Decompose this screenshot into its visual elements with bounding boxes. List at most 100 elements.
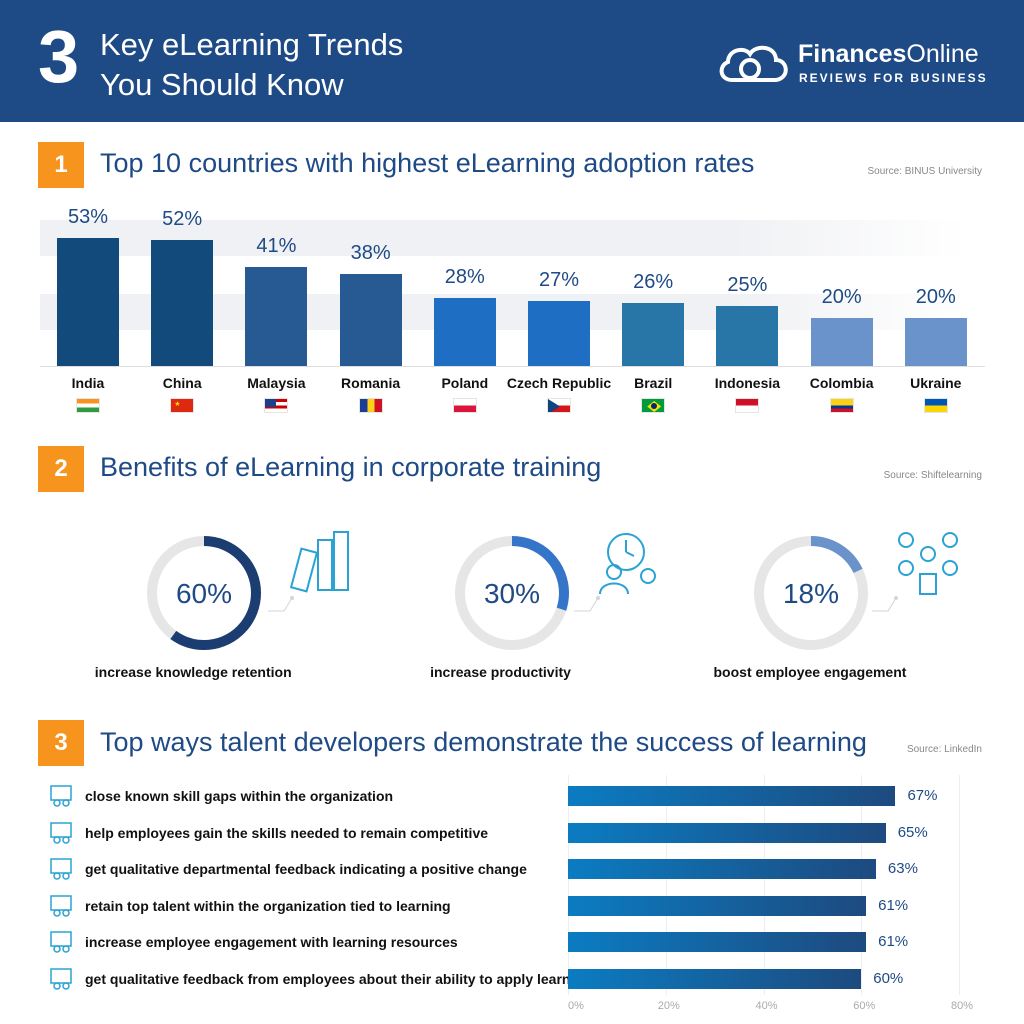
- x-gridline: [665, 775, 667, 995]
- donut-slice: [754, 536, 868, 650]
- success-value-label: 61%: [878, 933, 909, 950]
- brand-tagline: REVIEWS FOR BUSINESS: [799, 71, 988, 85]
- country-bar: [528, 300, 590, 366]
- country-bar: [151, 240, 214, 366]
- x-gridline: [861, 775, 863, 995]
- benefit-label: boost employee engagement: [713, 664, 907, 680]
- colombia-flag-icon: [829, 398, 854, 413]
- success-item-label: close known skill gaps within the organi…: [85, 788, 394, 804]
- donut-svg: 18%: [754, 536, 868, 650]
- section3-source: Source: LinkedIn: [906, 744, 982, 755]
- success-item-label: get qualitative feedback from employees …: [85, 970, 592, 987]
- x-tick-label: 80%: [951, 1000, 974, 1012]
- x-tick-label: 60%: [853, 1000, 876, 1012]
- country-value-label: 52%: [162, 208, 203, 231]
- x-gridline: [568, 775, 569, 995]
- india-flag-icon: [76, 398, 100, 413]
- section3-title: Top ways talent developers demonstrate t…: [100, 727, 867, 757]
- donut-chart: 18%: [749, 531, 873, 660]
- success-bar: [568, 968, 862, 989]
- success-item-label: retain top talent within the organizatio…: [85, 897, 451, 914]
- country-name-label: Poland: [441, 375, 489, 391]
- country-value-label: 38%: [350, 242, 391, 265]
- ukraine-flag-icon: [923, 398, 948, 413]
- success-item-label: get qualitative departmental feedback in…: [85, 861, 527, 877]
- brand-name: FinancesOnline: [798, 40, 979, 69]
- country-value-label: 25%: [727, 273, 768, 296]
- benefit-label: increase productivity: [430, 664, 571, 680]
- chart1-baseline: [40, 366, 985, 367]
- presentation-icon: [48, 929, 74, 955]
- country-bar: [904, 317, 967, 366]
- group-feedback-icon: [48, 966, 74, 992]
- success-value-label: 67%: [907, 787, 938, 804]
- header-banner: 3 Key eLearning Trends You Should Know F…: [0, 0, 1024, 122]
- success-bar: [568, 822, 886, 843]
- country-bar: [433, 298, 496, 366]
- donut-svg: 60%: [147, 536, 261, 650]
- people-board-icon: [48, 783, 74, 809]
- clock-person-icon: [599, 533, 656, 595]
- country-bar: [622, 303, 685, 366]
- success-item-label: help employees gain the skills needed to…: [85, 824, 489, 841]
- section3-number: 3: [38, 720, 84, 766]
- country-name-label: Romania: [341, 375, 401, 391]
- talent-network-icon: [48, 893, 74, 919]
- section2-source: Source: Shiftelearning: [883, 470, 982, 481]
- donut-slice: [455, 536, 569, 650]
- country-value-label: 20%: [821, 285, 862, 308]
- success-bar: [568, 932, 867, 952]
- czech-flag-icon: [547, 398, 571, 413]
- country-value-label: 27%: [538, 268, 580, 291]
- header-number: 3: [38, 15, 80, 98]
- donut-value-label: 30%: [484, 578, 540, 609]
- donut-chart: 60%: [142, 531, 266, 660]
- poland-flag-icon: [452, 398, 477, 413]
- country-value-label: 28%: [444, 266, 485, 289]
- country-value-label: 26%: [633, 271, 674, 294]
- country-name-label: Malaysia: [247, 375, 306, 391]
- page-title: Key eLearning Trends You Should Know: [100, 25, 403, 105]
- section2-title: Benefits of eLearning in corporate train…: [100, 452, 602, 482]
- success-value-label: 63%: [887, 860, 918, 877]
- x-tick-label: 20%: [657, 1000, 680, 1012]
- connector-line: [268, 596, 294, 612]
- books-icon: [290, 531, 349, 593]
- donut-slice: [147, 536, 261, 650]
- success-value-label: 61%: [878, 896, 909, 914]
- team-growth-icon: [48, 820, 74, 846]
- page-title-line2: You Should Know: [100, 67, 344, 102]
- country-name-label: Colombia: [809, 375, 874, 391]
- donut-svg: 30%: [455, 536, 569, 650]
- success-value-label: 65%: [897, 823, 928, 841]
- malaysia-flag-icon: [264, 398, 289, 413]
- connector-line: [872, 596, 898, 612]
- x-tick-label: 0%: [568, 1000, 584, 1012]
- success-value-label: 60%: [873, 969, 904, 987]
- brand-name-bold: Finances: [798, 40, 907, 68]
- country-bar: [245, 266, 308, 366]
- donut-value-label: 18%: [783, 578, 839, 609]
- country-value-label: 53%: [67, 206, 109, 228]
- country-name-label: Brazil: [634, 375, 673, 391]
- country-bar: [57, 238, 119, 366]
- feedback-screen-icon: [48, 856, 74, 882]
- x-gridline: [959, 775, 960, 995]
- country-value-label: 20%: [915, 285, 956, 308]
- brazil-flag-icon: [641, 398, 666, 413]
- brand-name-rest: Online: [906, 40, 979, 68]
- donut-chart: 30%: [450, 531, 574, 660]
- section1-number: 1: [38, 142, 84, 188]
- section1-title: Top 10 countries with highest eLearning …: [100, 148, 755, 178]
- country-name-label: India: [71, 375, 105, 391]
- page-title-line1: Key eLearning Trends: [100, 27, 404, 62]
- country-bar: [339, 274, 402, 366]
- country-bar: [810, 317, 873, 366]
- cloud-logo-icon: [719, 45, 788, 82]
- country-name-label: Czech Republic: [506, 375, 612, 391]
- success-bar: [568, 786, 896, 806]
- success-bar: [568, 895, 867, 916]
- donut-value-label: 60%: [176, 578, 232, 609]
- china-flag-icon: ★: [170, 398, 195, 413]
- country-value-label: 41%: [256, 234, 297, 257]
